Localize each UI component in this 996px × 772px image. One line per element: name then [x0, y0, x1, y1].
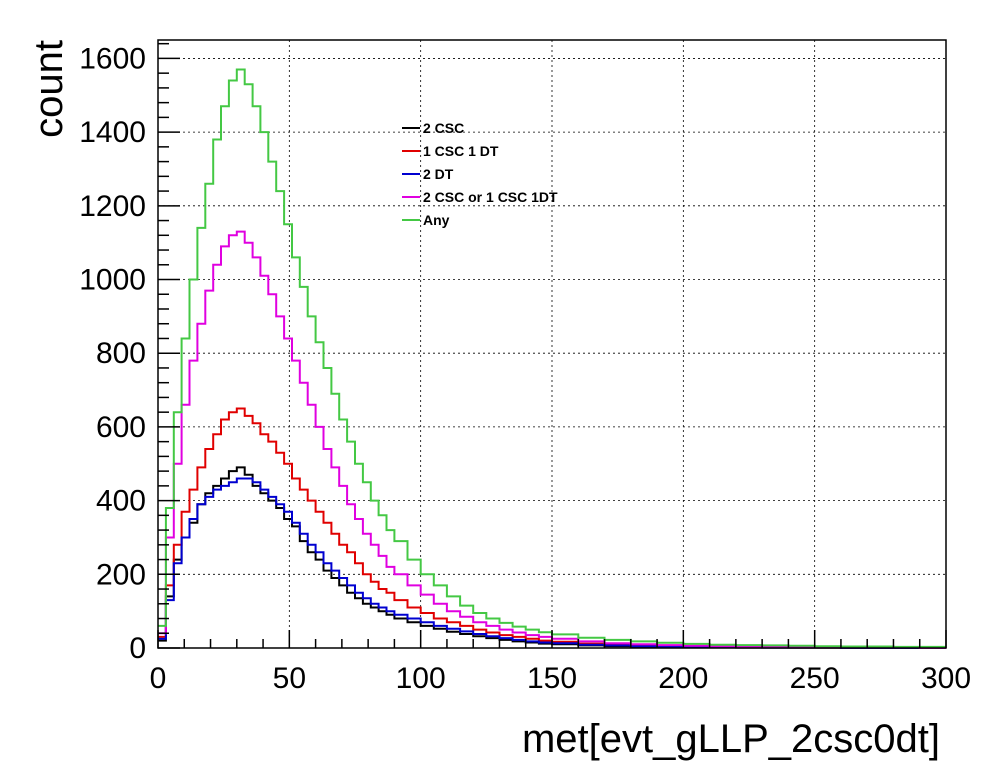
series-line-2: [158, 477, 946, 649]
series-line-3: [158, 230, 946, 649]
y-tick-label: 400: [96, 485, 146, 518]
y-tick-label: 600: [96, 411, 146, 444]
legend-label-3: 2 CSC or 1 CSC 1DT: [423, 189, 558, 205]
legend-label-0: 2 CSC: [423, 120, 464, 136]
x-tick-label: 100: [396, 662, 446, 695]
y-tick-label: 1000: [79, 264, 146, 297]
y-tick-label: 1600: [79, 42, 146, 75]
y-axis-title: count: [27, 40, 71, 138]
x-tick-labels: 0 50 100 150 200 250 300: [150, 662, 971, 695]
y-tick-label: 1400: [79, 116, 146, 149]
y-tick-labels: 0 200 400 600 800 1000 1200 1400 1600: [79, 42, 146, 665]
y-tick-label: 1200: [79, 190, 146, 223]
x-axis-title: met[evt_gLLP_2csc0dt]: [522, 717, 940, 761]
x-tick-label: 0: [150, 662, 167, 695]
legend-label-2: 2 DT: [423, 166, 454, 182]
x-tick-label: 250: [790, 662, 840, 695]
x-tick-label: 200: [658, 662, 708, 695]
legend-label-4: Any: [423, 212, 450, 228]
axis-ticks: [157, 42, 947, 649]
x-tick-label: 300: [921, 662, 971, 695]
x-tick-label: 150: [527, 662, 577, 695]
y-tick-label: 800: [96, 337, 146, 370]
grid-lines: [158, 40, 946, 648]
legend-label-1: 1 CSC 1 DT: [423, 143, 499, 159]
legend: 2 CSC 1 CSC 1 DT 2 DT 2 CSC or 1 CSC 1DT Any: [402, 120, 558, 228]
y-tick-label: 200: [96, 558, 146, 591]
x-tick-label: 50: [273, 662, 306, 695]
y-tick-label: 0: [129, 632, 146, 665]
